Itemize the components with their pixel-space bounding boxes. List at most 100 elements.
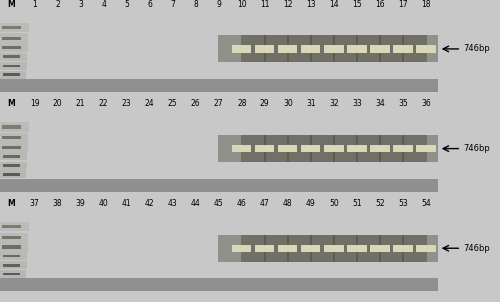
Text: 29: 29 — [260, 99, 270, 108]
Text: 51: 51 — [352, 199, 362, 208]
Bar — [0, 23, 29, 32]
Text: 6: 6 — [147, 0, 152, 9]
Text: 746bp: 746bp — [464, 144, 490, 153]
Bar — [0, 43, 28, 53]
Text: 16: 16 — [375, 0, 384, 9]
Text: 8: 8 — [194, 0, 198, 9]
Text: 33: 33 — [352, 99, 362, 108]
Bar — [402, 235, 450, 262]
Text: 53: 53 — [398, 199, 408, 208]
Bar — [3, 65, 20, 67]
Bar — [218, 35, 266, 63]
Bar — [3, 56, 20, 58]
Bar — [2, 37, 21, 40]
Bar — [287, 235, 335, 262]
Text: 4: 4 — [101, 0, 106, 9]
Bar — [0, 162, 27, 170]
Text: 21: 21 — [76, 99, 86, 108]
Bar — [356, 35, 404, 63]
Bar — [310, 135, 358, 162]
Bar — [370, 145, 390, 152]
Text: 37: 37 — [30, 199, 40, 208]
Text: 17: 17 — [398, 0, 408, 9]
Bar — [0, 53, 28, 61]
Bar — [4, 73, 20, 76]
Text: M: M — [8, 199, 16, 208]
Bar — [3, 264, 20, 267]
Bar — [2, 46, 21, 49]
Text: 19: 19 — [30, 99, 40, 108]
Bar — [0, 261, 27, 269]
Bar — [240, 135, 289, 162]
Bar — [379, 35, 427, 63]
Bar — [394, 45, 412, 53]
Bar — [348, 145, 366, 152]
Bar — [402, 35, 450, 63]
Bar — [348, 45, 366, 53]
Text: 47: 47 — [260, 199, 270, 208]
Bar — [301, 45, 320, 53]
Bar — [348, 245, 366, 252]
Bar — [278, 145, 297, 152]
Bar — [2, 125, 21, 129]
Text: 27: 27 — [214, 99, 224, 108]
Text: 35: 35 — [398, 99, 408, 108]
Bar — [3, 255, 20, 258]
Bar — [0, 270, 26, 278]
Bar — [301, 145, 320, 152]
Text: 48: 48 — [283, 199, 292, 208]
Bar — [310, 235, 358, 262]
Bar — [2, 246, 21, 249]
Text: 46: 46 — [237, 199, 246, 208]
Bar — [2, 236, 21, 239]
Text: 40: 40 — [98, 199, 108, 208]
Bar — [0, 222, 29, 231]
Bar — [0, 34, 28, 43]
Text: 39: 39 — [76, 199, 86, 208]
Text: 746bp: 746bp — [464, 244, 490, 253]
Text: M: M — [8, 99, 16, 108]
Text: 3: 3 — [78, 0, 83, 9]
Text: 49: 49 — [306, 199, 316, 208]
Bar — [278, 45, 297, 53]
Text: 5: 5 — [124, 0, 129, 9]
Bar — [324, 145, 344, 152]
Bar — [0, 233, 28, 242]
Text: 42: 42 — [145, 199, 154, 208]
Bar — [0, 122, 29, 132]
Bar — [394, 145, 412, 152]
Text: 43: 43 — [168, 199, 177, 208]
Text: 41: 41 — [122, 199, 132, 208]
Bar — [370, 45, 390, 53]
Bar — [356, 235, 404, 262]
Text: 36: 36 — [421, 99, 431, 108]
Bar — [379, 135, 427, 162]
Text: 24: 24 — [145, 99, 154, 108]
Bar — [379, 235, 427, 262]
Text: 9: 9 — [216, 0, 221, 9]
Bar — [232, 45, 252, 53]
Text: 1: 1 — [32, 0, 37, 9]
Bar — [4, 273, 20, 275]
Bar — [333, 235, 381, 262]
Bar — [255, 145, 274, 152]
Bar — [0, 143, 28, 152]
Text: 22: 22 — [99, 99, 108, 108]
Bar — [2, 26, 21, 29]
Bar — [402, 135, 450, 162]
Bar — [264, 35, 312, 63]
Text: 20: 20 — [53, 99, 62, 108]
Bar — [416, 45, 436, 53]
Text: 50: 50 — [329, 199, 339, 208]
Text: 44: 44 — [191, 199, 200, 208]
Text: 54: 54 — [421, 199, 431, 208]
Text: 52: 52 — [375, 199, 384, 208]
Bar — [324, 245, 344, 252]
Bar — [2, 136, 21, 139]
Bar — [416, 245, 436, 252]
Bar — [264, 235, 312, 262]
Text: 13: 13 — [306, 0, 316, 9]
Bar — [0, 71, 26, 79]
Text: 25: 25 — [168, 99, 177, 108]
Bar — [2, 225, 21, 228]
